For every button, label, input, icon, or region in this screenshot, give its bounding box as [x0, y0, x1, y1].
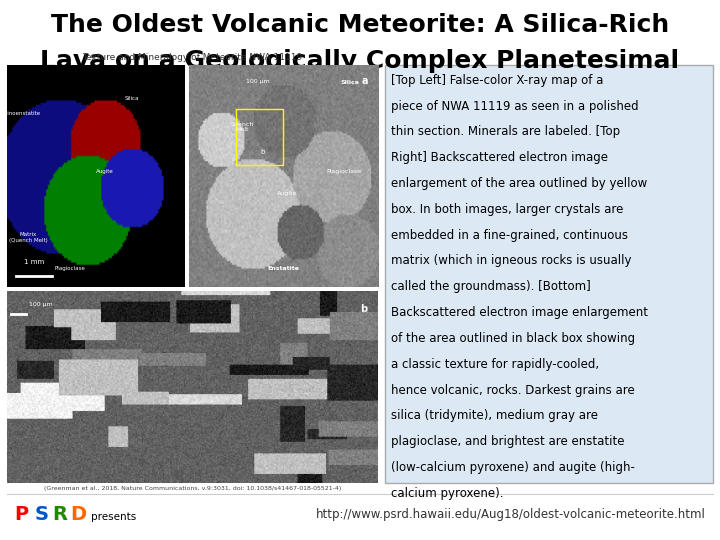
- Text: a classic texture for rapidly-cooled,: a classic texture for rapidly-cooled,: [391, 357, 599, 370]
- Text: http://www.psrd.hawaii.edu/Aug18/oldest-volcanic-meteorite.html: http://www.psrd.hawaii.edu/Aug18/oldest-…: [316, 508, 706, 521]
- Text: [Top Left] False-color X-ray map of a: [Top Left] False-color X-ray map of a: [391, 73, 603, 87]
- Text: Right] Backscattered electron image: Right] Backscattered electron image: [391, 151, 608, 164]
- Text: Enstatite: Enstatite: [267, 266, 300, 272]
- Text: enlargement of the area outlined by yellow: enlargement of the area outlined by yell…: [391, 177, 647, 190]
- Text: box. In both images, larger crystals are: box. In both images, larger crystals are: [391, 203, 624, 216]
- Bar: [236, 109, 284, 165]
- Text: Quench
Melt: Quench Melt: [230, 122, 254, 132]
- Text: called the groundmass). [Bottom]: called the groundmass). [Bottom]: [391, 280, 590, 293]
- Text: Matrix
(Quench Melt): Matrix (Quench Melt): [9, 232, 48, 243]
- Text: b: b: [360, 304, 367, 314]
- Text: Silica: Silica: [340, 80, 359, 85]
- Text: piece of NWA 11119 as seen in a polished: piece of NWA 11119 as seen in a polished: [391, 99, 639, 112]
- Text: presents: presents: [91, 512, 136, 522]
- Text: 100 μm: 100 μm: [30, 302, 53, 307]
- Text: embedded in a fine-grained, continuous: embedded in a fine-grained, continuous: [391, 228, 628, 241]
- Text: Plagioclase: Plagioclase: [54, 266, 85, 272]
- Text: Texture and Mineralogy of Meteorite NWA 11119: Texture and Mineralogy of Meteorite NWA …: [83, 53, 302, 62]
- Text: Lava on a Geologically Complex Planetesimal: Lava on a Geologically Complex Planetesi…: [40, 49, 680, 72]
- FancyBboxPatch shape: [385, 65, 713, 483]
- Text: R: R: [53, 504, 68, 524]
- Text: silica (tridymite), medium gray are: silica (tridymite), medium gray are: [391, 409, 598, 422]
- Text: a: a: [362, 76, 369, 86]
- Text: Augite: Augite: [96, 169, 114, 174]
- Text: 1 mm: 1 mm: [24, 259, 44, 266]
- Text: S: S: [35, 504, 48, 524]
- Text: matrix (which in igneous rocks is usually: matrix (which in igneous rocks is usuall…: [391, 254, 631, 267]
- Text: thin section. Minerals are labeled. [Top: thin section. Minerals are labeled. [Top: [391, 125, 620, 138]
- Text: (Greenman et al., 2018, Nature Communications, v.9:3031, doi: 10.1038/s41467-018: (Greenman et al., 2018, Nature Communica…: [44, 486, 341, 491]
- Text: Silica: Silica: [125, 96, 139, 100]
- Text: of the area outlined in black box showing: of the area outlined in black box showin…: [391, 332, 635, 345]
- Text: hence volcanic, rocks. Darkest grains are: hence volcanic, rocks. Darkest grains ar…: [391, 383, 635, 396]
- Text: (low-calcium pyroxene) and augite (high-: (low-calcium pyroxene) and augite (high-: [391, 461, 635, 474]
- Text: calcium pyroxene).: calcium pyroxene).: [391, 487, 503, 500]
- Text: Backscattered electron image enlargement: Backscattered electron image enlargement: [391, 306, 648, 319]
- Text: The Oldest Volcanic Meteorite: A Silica-Rich: The Oldest Volcanic Meteorite: A Silica-…: [51, 14, 669, 37]
- Text: plagioclase, and brightest are enstatite: plagioclase, and brightest are enstatite: [391, 435, 624, 448]
- Text: D: D: [71, 504, 86, 524]
- Text: P: P: [14, 504, 29, 524]
- Text: b: b: [261, 148, 265, 154]
- Text: Augite: Augite: [277, 191, 297, 196]
- Text: Clinoenstatite: Clinoenstatite: [2, 111, 40, 116]
- Text: 100 μm: 100 μm: [246, 78, 269, 84]
- Text: Plagioclase: Plagioclase: [326, 169, 361, 174]
